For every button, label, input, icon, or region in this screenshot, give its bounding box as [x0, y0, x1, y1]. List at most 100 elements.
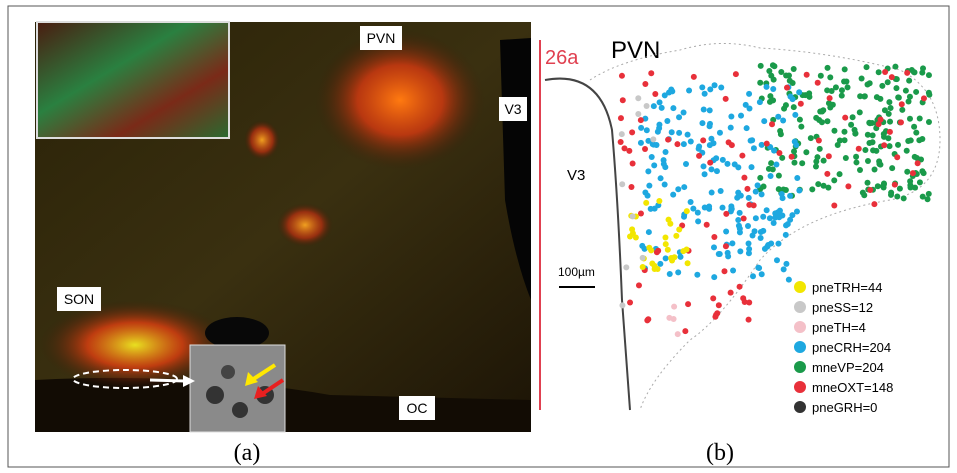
pvn-outline	[590, 43, 940, 410]
cell-dot	[894, 194, 900, 200]
cell-dot	[778, 69, 784, 75]
cell-dot	[806, 94, 812, 100]
cell-dot	[646, 245, 652, 251]
legend-swatch	[794, 361, 806, 373]
cell-dot	[676, 114, 682, 120]
cell-dot	[663, 241, 669, 247]
cell-dot	[644, 103, 650, 109]
cell-dot	[906, 78, 912, 84]
cell-dot	[787, 94, 793, 100]
cell-dot	[759, 271, 765, 277]
cell-dot	[675, 186, 681, 192]
cell-dot	[708, 136, 714, 142]
cell-dot	[659, 105, 665, 111]
cell-dot	[671, 304, 677, 310]
cell-dot	[701, 106, 707, 112]
cell-dot	[629, 129, 635, 135]
cell-dot	[707, 123, 713, 129]
cell-dot	[758, 63, 764, 69]
cell-dot	[767, 215, 773, 221]
cell-dot	[926, 119, 932, 125]
cell-dot	[630, 213, 636, 219]
cell-dot	[777, 128, 783, 134]
cell-dot	[655, 248, 661, 254]
cell-dot	[907, 116, 913, 122]
cell-dot	[809, 186, 815, 192]
cell-dot	[845, 84, 851, 90]
cell-dot	[904, 70, 910, 76]
cell-dot	[744, 186, 750, 192]
cell-dot	[867, 80, 873, 86]
cell-dot	[816, 117, 822, 123]
v3-boundary	[545, 79, 630, 410]
cell-dot	[666, 315, 672, 321]
cell-dot	[791, 160, 797, 166]
cell-dot	[663, 149, 669, 155]
cell-dot	[815, 80, 821, 86]
cell-dot	[781, 106, 787, 112]
cell-dot	[686, 88, 692, 94]
cell-dot	[752, 228, 758, 234]
cell-dot	[728, 206, 734, 212]
legend-swatch	[794, 281, 806, 293]
cell-dot	[845, 183, 851, 189]
cell-dot	[699, 84, 705, 90]
cell-dot	[729, 240, 735, 246]
cell-dot	[848, 122, 854, 128]
cell-dot	[926, 72, 932, 78]
cell-dot	[708, 166, 714, 172]
legend-label: pneTH=4	[812, 320, 866, 335]
cell-dot	[696, 153, 702, 159]
cell-dot	[685, 301, 691, 307]
cell-dot	[870, 132, 876, 138]
cell-dot	[757, 80, 763, 86]
cell-dot	[824, 87, 830, 93]
cell-dot	[755, 265, 761, 271]
cell-dot	[770, 166, 776, 172]
cell-dot	[623, 264, 629, 270]
cell-dot	[770, 86, 776, 92]
cell-dot	[670, 105, 676, 111]
cell-dot	[852, 127, 858, 133]
cell-dot	[926, 90, 932, 96]
cell-dot	[826, 153, 832, 159]
cell-dot	[662, 181, 668, 187]
legend-swatch	[794, 401, 806, 413]
cell-dot	[768, 160, 774, 166]
cell-dot	[910, 170, 916, 176]
cell-dot	[791, 148, 797, 154]
cell-dot	[886, 99, 892, 105]
cell-dot	[917, 179, 923, 185]
cell-dot	[746, 241, 752, 247]
cell-dot	[760, 214, 766, 220]
cell-dot	[917, 116, 923, 122]
cell-dot	[919, 168, 925, 174]
legend-label: pneTRH=44	[812, 280, 882, 295]
cell-dot	[899, 101, 905, 107]
cell-dot	[684, 246, 690, 252]
cell-dot	[889, 74, 895, 80]
cell-dot	[853, 154, 859, 160]
cell-dot	[707, 142, 713, 148]
cell-dot	[640, 264, 646, 270]
cell-dot	[808, 135, 814, 141]
cell-dot	[771, 63, 777, 69]
dark-region	[205, 317, 269, 349]
cell-dot	[716, 251, 722, 257]
caption: (b)	[706, 440, 734, 466]
cell-dot	[657, 261, 663, 267]
cell-dot	[638, 140, 644, 146]
cell-dot	[904, 148, 910, 154]
cell-dot	[652, 91, 658, 97]
cell-dot	[673, 233, 679, 239]
cell-dot	[792, 112, 798, 118]
cell-dot	[711, 234, 717, 240]
cell-dot	[842, 115, 848, 121]
cell-dot	[755, 182, 761, 188]
mid-signal	[277, 203, 333, 247]
cell-dot	[895, 94, 901, 100]
cell-dot	[737, 210, 743, 216]
cell-dot	[787, 78, 793, 84]
legend: pneTRH=44pneSS=12pneTH=4pneCRH=204mneVP=…	[794, 280, 893, 415]
cell-dot	[725, 250, 731, 256]
